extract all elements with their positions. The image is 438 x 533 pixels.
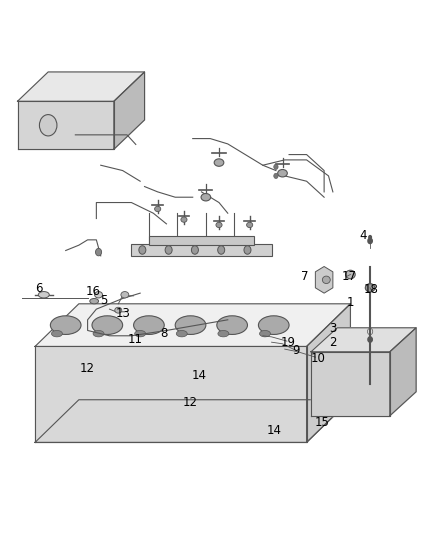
Text: 18: 18: [364, 284, 379, 296]
Bar: [149, 236, 254, 245]
Ellipse shape: [50, 316, 81, 335]
Ellipse shape: [92, 316, 123, 335]
Ellipse shape: [191, 246, 198, 254]
Text: 4: 4: [360, 229, 367, 242]
Polygon shape: [390, 328, 416, 416]
Ellipse shape: [346, 270, 355, 279]
Ellipse shape: [181, 217, 187, 222]
Ellipse shape: [176, 330, 187, 337]
Polygon shape: [307, 304, 350, 442]
Ellipse shape: [366, 284, 374, 292]
Text: 17: 17: [342, 270, 357, 282]
Text: 7: 7: [300, 270, 308, 282]
Text: 16: 16: [85, 285, 100, 298]
Ellipse shape: [139, 246, 146, 254]
Ellipse shape: [278, 169, 287, 177]
Ellipse shape: [52, 330, 63, 337]
Text: 1: 1: [346, 296, 354, 309]
Ellipse shape: [259, 330, 271, 337]
Ellipse shape: [93, 330, 104, 337]
Ellipse shape: [121, 292, 129, 298]
Text: 12: 12: [79, 362, 94, 375]
Text: 14: 14: [192, 369, 207, 382]
Polygon shape: [35, 346, 307, 442]
Text: 3: 3: [329, 322, 336, 335]
Text: 11: 11: [127, 333, 142, 346]
Ellipse shape: [217, 316, 247, 335]
Ellipse shape: [135, 330, 145, 337]
Circle shape: [274, 164, 278, 169]
Text: 15: 15: [314, 416, 329, 429]
Ellipse shape: [155, 206, 161, 212]
Polygon shape: [35, 400, 350, 442]
Ellipse shape: [214, 159, 224, 166]
Ellipse shape: [216, 222, 222, 228]
Bar: [131, 244, 272, 256]
Polygon shape: [18, 72, 145, 101]
Ellipse shape: [247, 222, 253, 228]
Polygon shape: [311, 352, 390, 416]
Ellipse shape: [39, 292, 49, 298]
Polygon shape: [18, 101, 114, 149]
Text: 19: 19: [280, 336, 295, 349]
Ellipse shape: [39, 115, 57, 136]
Text: 14: 14: [266, 424, 281, 437]
Circle shape: [95, 248, 102, 256]
Circle shape: [368, 238, 372, 244]
Ellipse shape: [165, 246, 172, 254]
Text: 10: 10: [311, 352, 325, 365]
Ellipse shape: [244, 246, 251, 254]
Text: 12: 12: [183, 396, 198, 409]
Ellipse shape: [218, 330, 229, 337]
Polygon shape: [35, 304, 350, 346]
Polygon shape: [315, 266, 333, 293]
Circle shape: [274, 173, 278, 179]
Circle shape: [368, 337, 372, 342]
Ellipse shape: [95, 292, 102, 298]
Ellipse shape: [175, 316, 206, 335]
Ellipse shape: [365, 284, 375, 292]
Ellipse shape: [201, 193, 211, 201]
Ellipse shape: [369, 236, 371, 239]
Ellipse shape: [258, 316, 289, 335]
Text: 5: 5: [100, 294, 107, 307]
Ellipse shape: [322, 276, 330, 284]
Polygon shape: [311, 328, 416, 352]
Text: 9: 9: [292, 344, 300, 357]
Ellipse shape: [218, 246, 225, 254]
Polygon shape: [114, 72, 145, 149]
Ellipse shape: [90, 298, 99, 304]
Text: 13: 13: [116, 307, 131, 320]
Ellipse shape: [115, 307, 122, 313]
Text: 2: 2: [329, 336, 337, 349]
Text: 6: 6: [35, 282, 42, 295]
Text: 8: 8: [161, 327, 168, 340]
Ellipse shape: [134, 316, 164, 335]
